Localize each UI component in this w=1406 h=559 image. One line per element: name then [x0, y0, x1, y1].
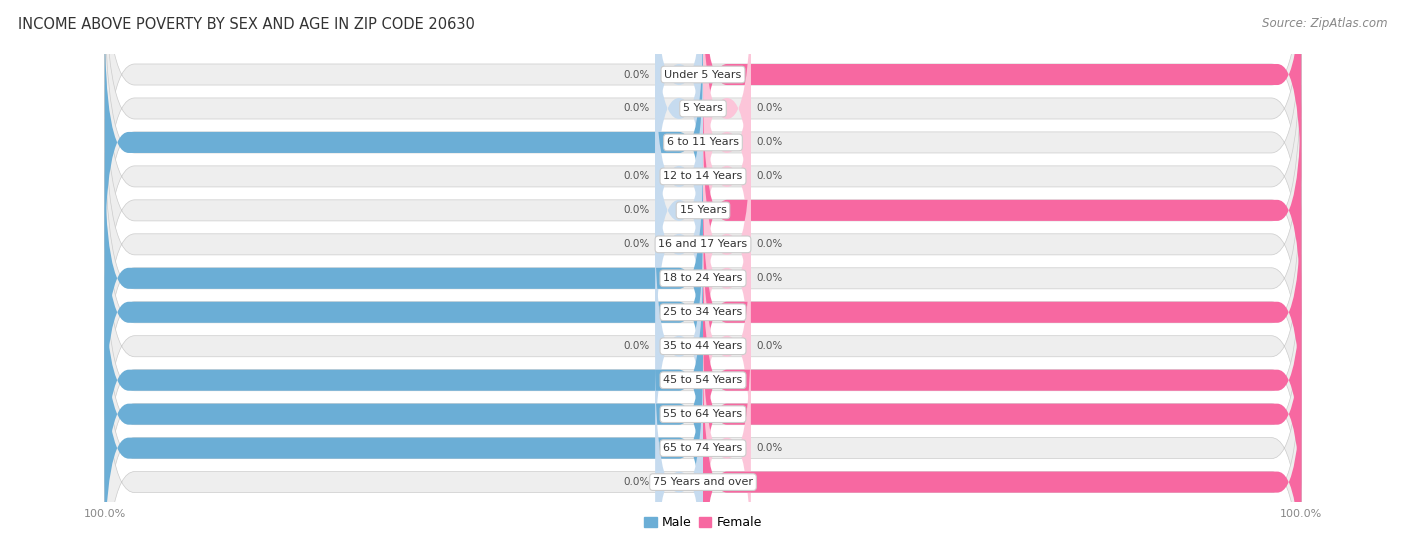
FancyBboxPatch shape — [655, 51, 703, 302]
FancyBboxPatch shape — [703, 357, 1302, 559]
FancyBboxPatch shape — [104, 119, 1302, 438]
Text: 100.0%: 100.0% — [55, 307, 98, 318]
Text: 100.0%: 100.0% — [55, 273, 98, 283]
FancyBboxPatch shape — [703, 187, 1302, 438]
FancyBboxPatch shape — [655, 221, 703, 472]
FancyBboxPatch shape — [655, 0, 703, 200]
Text: 100.0%: 100.0% — [55, 375, 98, 385]
FancyBboxPatch shape — [104, 255, 703, 505]
Text: 65 to 74 Years: 65 to 74 Years — [664, 443, 742, 453]
FancyBboxPatch shape — [104, 221, 1302, 539]
FancyBboxPatch shape — [655, 357, 703, 559]
FancyBboxPatch shape — [104, 323, 703, 559]
FancyBboxPatch shape — [104, 85, 1302, 404]
FancyBboxPatch shape — [104, 0, 1302, 302]
Text: 0.0%: 0.0% — [623, 239, 650, 249]
Text: 6 to 11 Years: 6 to 11 Years — [666, 138, 740, 148]
Text: 0.0%: 0.0% — [623, 205, 650, 215]
Text: 0.0%: 0.0% — [756, 443, 783, 453]
Text: 100.0%: 100.0% — [55, 443, 98, 453]
Text: 0.0%: 0.0% — [756, 341, 783, 351]
FancyBboxPatch shape — [104, 153, 703, 404]
FancyBboxPatch shape — [703, 85, 1302, 336]
Text: Source: ZipAtlas.com: Source: ZipAtlas.com — [1263, 17, 1388, 30]
Text: 100.0%: 100.0% — [1308, 307, 1351, 318]
Text: 12 to 14 Years: 12 to 14 Years — [664, 172, 742, 182]
FancyBboxPatch shape — [104, 17, 1302, 336]
Text: 35 to 44 Years: 35 to 44 Years — [664, 341, 742, 351]
FancyBboxPatch shape — [703, 17, 751, 268]
Text: 0.0%: 0.0% — [756, 239, 783, 249]
Text: 0.0%: 0.0% — [623, 69, 650, 79]
FancyBboxPatch shape — [104, 255, 1302, 559]
Text: INCOME ABOVE POVERTY BY SEX AND AGE IN ZIP CODE 20630: INCOME ABOVE POVERTY BY SEX AND AGE IN Z… — [18, 17, 475, 32]
FancyBboxPatch shape — [655, 85, 703, 336]
FancyBboxPatch shape — [104, 0, 1302, 234]
Text: 0.0%: 0.0% — [756, 103, 783, 113]
FancyBboxPatch shape — [703, 289, 1302, 539]
Legend: Male, Female: Male, Female — [640, 511, 766, 534]
FancyBboxPatch shape — [703, 51, 751, 302]
FancyBboxPatch shape — [104, 187, 703, 438]
Text: 0.0%: 0.0% — [623, 477, 650, 487]
FancyBboxPatch shape — [703, 221, 751, 472]
Text: 0.0%: 0.0% — [623, 172, 650, 182]
FancyBboxPatch shape — [104, 153, 1302, 472]
FancyBboxPatch shape — [104, 289, 703, 539]
Text: 25 to 34 Years: 25 to 34 Years — [664, 307, 742, 318]
Text: 100.0%: 100.0% — [1308, 375, 1351, 385]
FancyBboxPatch shape — [703, 0, 751, 234]
Text: 0.0%: 0.0% — [756, 172, 783, 182]
Text: 100.0%: 100.0% — [1308, 477, 1351, 487]
Text: Under 5 Years: Under 5 Years — [665, 69, 741, 79]
FancyBboxPatch shape — [703, 153, 751, 404]
FancyBboxPatch shape — [703, 323, 751, 559]
FancyBboxPatch shape — [655, 0, 703, 234]
Text: 100.0%: 100.0% — [1308, 205, 1351, 215]
Text: 18 to 24 Years: 18 to 24 Years — [664, 273, 742, 283]
Text: 0.0%: 0.0% — [623, 341, 650, 351]
Text: 45 to 54 Years: 45 to 54 Years — [664, 375, 742, 385]
FancyBboxPatch shape — [104, 17, 703, 268]
Text: 100.0%: 100.0% — [1308, 69, 1351, 79]
Text: 15 Years: 15 Years — [679, 205, 727, 215]
FancyBboxPatch shape — [104, 0, 1302, 268]
FancyBboxPatch shape — [703, 119, 751, 369]
Text: 0.0%: 0.0% — [756, 273, 783, 283]
FancyBboxPatch shape — [703, 255, 1302, 505]
FancyBboxPatch shape — [104, 323, 1302, 559]
Text: 55 to 64 Years: 55 to 64 Years — [664, 409, 742, 419]
FancyBboxPatch shape — [104, 289, 1302, 559]
Text: 100.0%: 100.0% — [55, 409, 98, 419]
Text: 75 Years and over: 75 Years and over — [652, 477, 754, 487]
Text: 0.0%: 0.0% — [623, 103, 650, 113]
Text: 0.0%: 0.0% — [756, 138, 783, 148]
Text: 16 and 17 Years: 16 and 17 Years — [658, 239, 748, 249]
FancyBboxPatch shape — [655, 119, 703, 369]
Text: 5 Years: 5 Years — [683, 103, 723, 113]
Text: 100.0%: 100.0% — [55, 138, 98, 148]
FancyBboxPatch shape — [104, 187, 1302, 505]
FancyBboxPatch shape — [104, 51, 1302, 369]
FancyBboxPatch shape — [703, 0, 1302, 200]
Text: 100.0%: 100.0% — [1308, 409, 1351, 419]
